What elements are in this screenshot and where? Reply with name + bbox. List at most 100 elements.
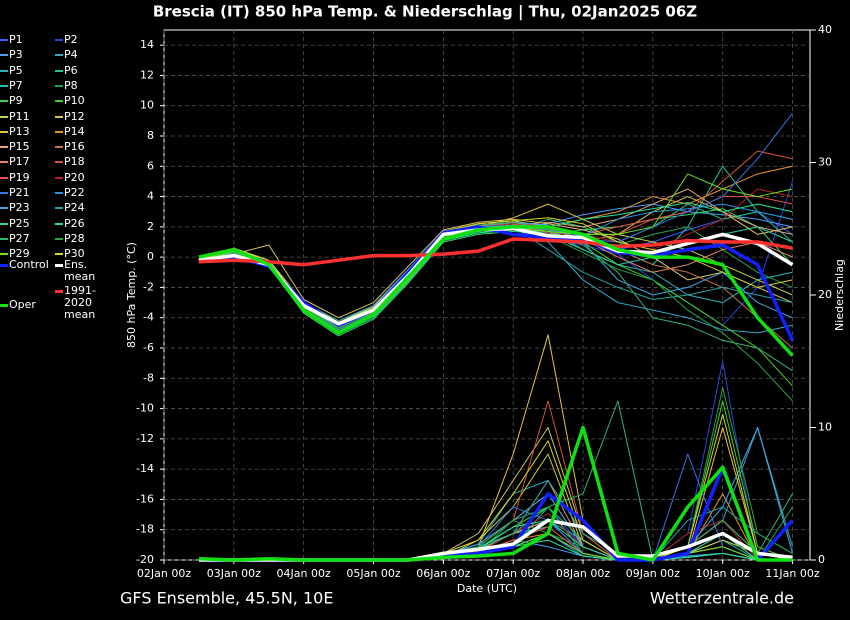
legend-swatch xyxy=(0,115,8,118)
grid: -20-18-16-14-12-10-8-6-4-202468101214010… xyxy=(136,23,832,580)
y2-axis-label: Niederschlag xyxy=(833,259,846,331)
legend: P1 P2 P3 P4 P5 P6 P7 P8 P9 P10 P11 P12 P13 P14 P15 P16 P… xyxy=(0,0,130,321)
legend-label: 1991-2020 mean xyxy=(64,284,96,321)
y-tick-label: 6 xyxy=(147,159,154,172)
legend-label: P21 xyxy=(9,186,30,199)
legend-label: P23 xyxy=(9,201,30,215)
legend-item: Ens. mean xyxy=(55,259,115,283)
x-tick-label: 09Jan 00z xyxy=(626,567,680,580)
x-tick-label: 03Jan 00z xyxy=(207,567,261,580)
legend-swatch xyxy=(0,304,8,307)
legend-swatch xyxy=(55,115,63,118)
legend-swatch xyxy=(0,207,8,210)
legend-swatch xyxy=(55,39,63,41)
legend-item: Oper xyxy=(0,299,60,311)
x-tick-label: 10Jan 00z xyxy=(696,567,750,580)
legend-item: P1 xyxy=(0,34,60,46)
y-tick-label: 10 xyxy=(140,99,154,112)
legend-label: P24 xyxy=(64,201,85,215)
legend-swatch xyxy=(55,290,63,293)
y-tick-label: -2 xyxy=(143,280,154,293)
y-tick-label: -6 xyxy=(143,341,154,354)
legend-label: P16 xyxy=(64,140,85,154)
legend-label: P9 xyxy=(9,94,23,108)
legend-item: P29 xyxy=(0,248,60,260)
legend-label: P4 xyxy=(64,48,78,62)
legend-swatch xyxy=(55,100,63,103)
legend-swatch xyxy=(55,253,63,256)
legend-swatch xyxy=(0,192,8,194)
legend-label: P25 xyxy=(9,216,30,230)
legend-swatch xyxy=(0,222,8,225)
y-tick-label: 2 xyxy=(147,220,154,233)
subtitle: GFS Ensemble, 45.5N, 10E xyxy=(120,589,333,608)
legend-item: P3 xyxy=(0,49,60,61)
legend-item: P30 xyxy=(55,248,115,260)
legend-item: 1991-2020 mean xyxy=(55,285,120,321)
y2-tick-label: 30 xyxy=(818,156,832,169)
legend-swatch xyxy=(55,192,63,194)
legend-swatch xyxy=(55,130,63,133)
x-tick-label: 08Jan 00z xyxy=(556,567,610,580)
legend-item: P24 xyxy=(55,202,115,214)
legend-item: P14 xyxy=(55,125,115,138)
legend-label: P11 xyxy=(9,109,30,123)
legend-label: Oper xyxy=(9,298,36,311)
legend-item: P17 xyxy=(0,156,60,168)
legend-swatch xyxy=(0,130,8,133)
legend-item: P13 xyxy=(0,124,60,138)
legend-swatch xyxy=(0,69,8,72)
legend-item: P11 xyxy=(0,109,60,123)
legend-label: P17 xyxy=(9,155,30,169)
x-tick-label: 05Jan 00z xyxy=(346,567,400,580)
legend-swatch xyxy=(55,237,63,240)
lines xyxy=(198,112,795,562)
temp-line xyxy=(198,225,794,357)
legend-item: P4 xyxy=(55,49,115,61)
x-tick-label: 11Jan 00z xyxy=(765,567,819,580)
y-tick-label: -20 xyxy=(136,553,154,566)
legend-swatch xyxy=(55,161,63,164)
legend-swatch xyxy=(55,222,63,225)
legend-item: P2 xyxy=(55,34,115,46)
legend-item: Control xyxy=(0,259,60,271)
legend-item: P5 xyxy=(0,63,60,77)
legend-label: P22 xyxy=(64,186,85,199)
y-tick-label: -10 xyxy=(136,402,154,415)
legend-swatch xyxy=(55,54,63,57)
legend-label: P28 xyxy=(64,231,85,245)
legend-swatch xyxy=(55,84,63,87)
legend-swatch xyxy=(0,264,8,267)
legend-swatch xyxy=(55,264,63,267)
legend-item: P18 xyxy=(55,156,115,168)
y-tick-label: -4 xyxy=(143,311,154,324)
legend-item: P19 xyxy=(0,171,60,184)
legend-item: P10 xyxy=(55,95,115,107)
legend-item: P22 xyxy=(55,187,115,199)
legend-item: P28 xyxy=(55,231,115,245)
temp-line xyxy=(198,237,793,267)
legend-label: P26 xyxy=(64,216,85,230)
temp-line xyxy=(198,218,793,319)
legend-label: P12 xyxy=(64,109,85,123)
legend-swatch xyxy=(0,84,8,87)
legend-label: P13 xyxy=(9,124,30,138)
legend-swatch xyxy=(55,176,63,179)
legend-swatch xyxy=(0,146,8,149)
legend-item: P21 xyxy=(0,187,60,199)
legend-label: P5 xyxy=(9,63,23,77)
legend-label: P27 xyxy=(9,231,30,245)
legend-swatch xyxy=(0,54,8,57)
legend-label: P7 xyxy=(9,78,23,92)
x-tick-label: 04Jan 00z xyxy=(277,567,331,580)
y-tick-label: 14 xyxy=(140,38,154,51)
legend-swatch xyxy=(0,237,8,240)
plot-frame xyxy=(163,29,811,561)
legend-item: P27 xyxy=(0,231,60,245)
x-axis-label: Date (UTC) xyxy=(457,582,517,595)
legend-item: P6 xyxy=(55,64,115,77)
legend-item: P9 xyxy=(0,95,60,107)
legend-label: Ens. mean xyxy=(64,258,96,283)
y2-tick-label: 0 xyxy=(818,553,825,566)
legend-swatch xyxy=(0,39,8,41)
